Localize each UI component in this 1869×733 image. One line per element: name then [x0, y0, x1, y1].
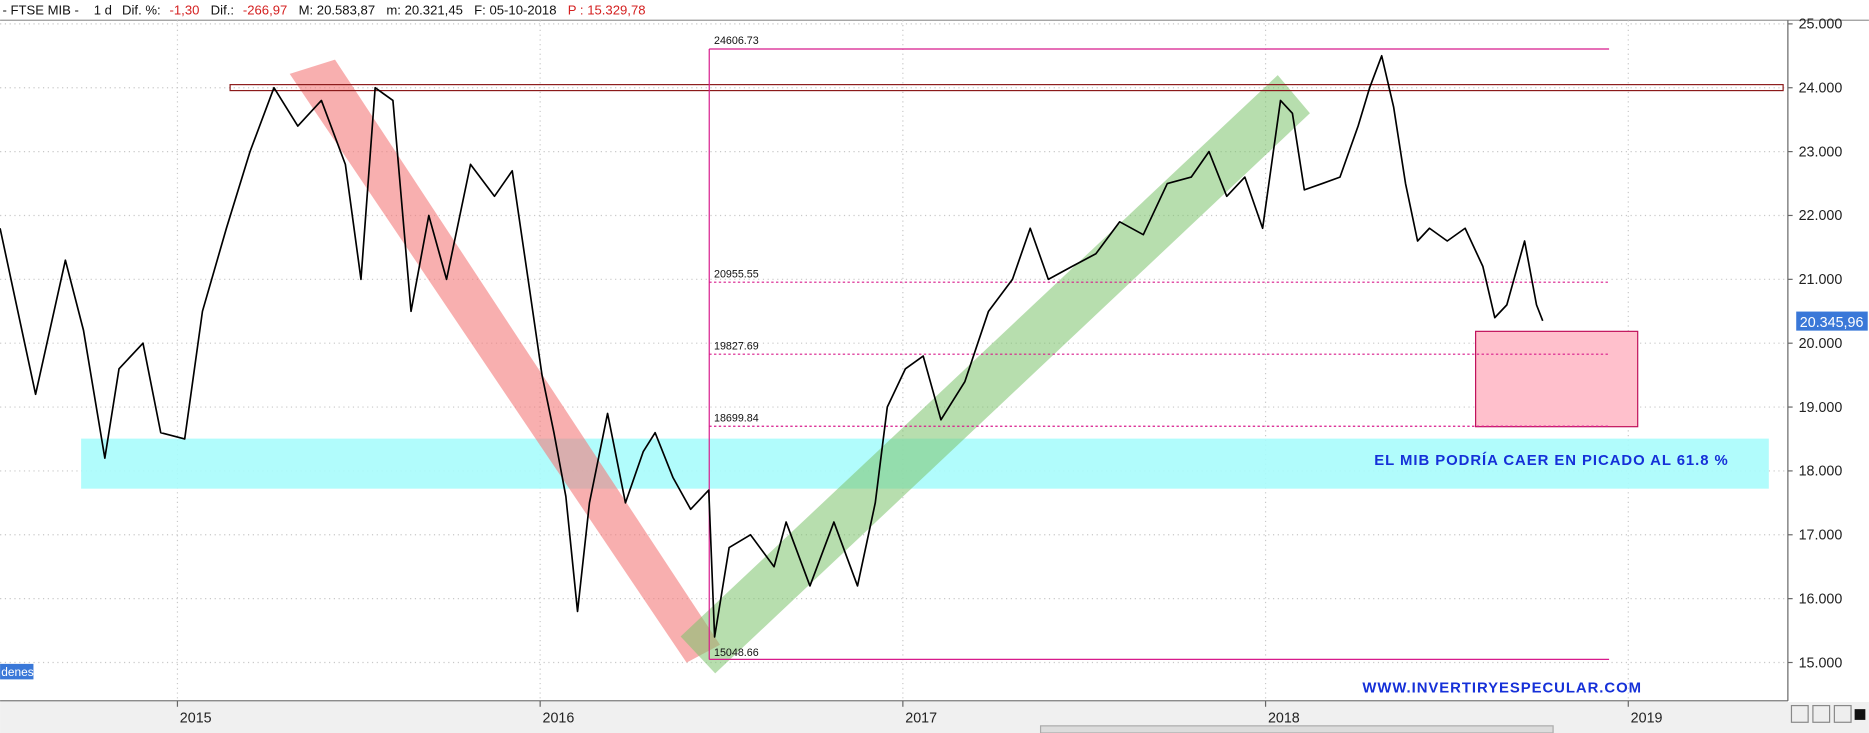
- x-tick-label: 2016: [543, 710, 575, 726]
- button[interactable]: [1833, 704, 1852, 723]
- header-item: M: 20.583,87: [299, 2, 376, 17]
- y-tick-label: 17.000: [1799, 528, 1843, 544]
- y-tick-label: 21.000: [1799, 272, 1843, 288]
- y-tick-label: 23.000: [1799, 144, 1843, 160]
- y-tick-label: 25.000: [1799, 17, 1843, 33]
- x-axis-band: [0, 702, 1869, 733]
- last-price-label: 20.345,96: [1800, 315, 1864, 331]
- y-tick-label: 24.000: [1799, 81, 1843, 97]
- plot: 24606.73 20955.55 19827.69 18699.84 15048.66: [0, 35, 1610, 660]
- x-tick-label: 2018: [1268, 710, 1300, 726]
- website: WWW.INVERTIRYESPECULAR.COM: [1362, 680, 1642, 696]
- y-tick-label: 18.000: [1799, 464, 1843, 480]
- y-tick-label: 19.000: [1799, 400, 1843, 416]
- header-bar: [0, 0, 1869, 21]
- overlays: [81, 59, 1784, 674]
- button[interactable]: [1812, 704, 1831, 723]
- header: - FTSE MIB - 1 d Dif. %: -1,30 Dif.: -26…: [2, 0, 645, 19]
- last-price-box: [1796, 311, 1868, 331]
- x-tick-label: 2015: [180, 710, 212, 726]
- header-item: m: 20.321,45: [386, 2, 463, 17]
- header-item: F: 05-10-2018: [474, 2, 556, 17]
- header-item: - FTSE MIB -: [2, 2, 78, 17]
- y-tick-label: 15.000: [1799, 655, 1843, 671]
- header-item: -266,97: [243, 2, 287, 17]
- y-tick-label: 20.000: [1799, 336, 1843, 352]
- x-tick-label: 2019: [1631, 710, 1663, 726]
- button[interactable]: [1790, 704, 1809, 723]
- header-item: Dif.:: [211, 2, 234, 17]
- header-item: Dif. %:: [122, 2, 161, 17]
- x-tick-label: 2017: [905, 710, 937, 726]
- fib-label: 19827.69: [714, 340, 759, 352]
- target-zone: [1475, 330, 1639, 428]
- scrollbar[interactable]: [1039, 725, 1554, 733]
- y-tick-label: 22.000: [1799, 208, 1843, 224]
- y-tick-label: 16.000: [1799, 591, 1843, 607]
- fib-label: 20955.55: [714, 268, 759, 280]
- fib-label: 18699.84: [714, 412, 759, 424]
- header-item: -1,30: [170, 2, 200, 17]
- button[interactable]: [1854, 709, 1866, 720]
- label: denes: [1, 665, 33, 679]
- annotation: EL MIB PODRÍA CAER EN PICADO AL 61.8 %: [1374, 452, 1728, 469]
- fib-label: 24606.73: [714, 35, 759, 47]
- header-item: 1 d: [94, 2, 112, 17]
- label-box: [0, 663, 34, 680]
- header-item: P : 15.329,78: [568, 2, 646, 17]
- down-channel: [289, 59, 720, 663]
- resistance-zone: [229, 84, 1784, 92]
- up-channel: [680, 75, 1310, 674]
- fib-label: 15048.66: [714, 647, 759, 659]
- price-line: [0, 54, 1544, 638]
